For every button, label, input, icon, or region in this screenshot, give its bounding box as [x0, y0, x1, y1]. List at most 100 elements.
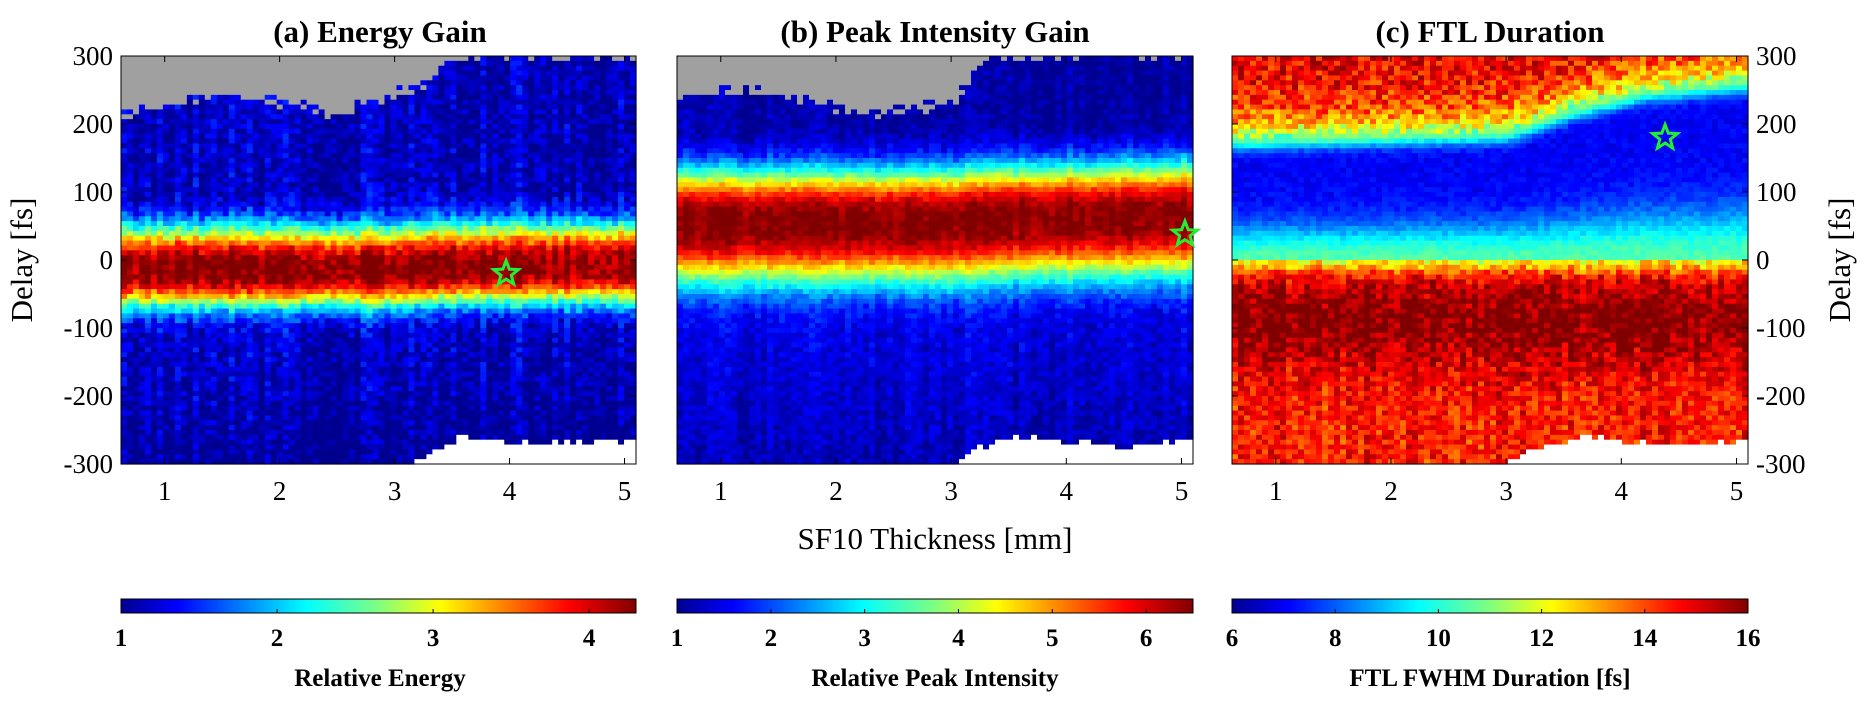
- heatmap-cell: [319, 454, 326, 459]
- heatmap-cell: [271, 231, 278, 236]
- heatmap-cell: [145, 406, 152, 411]
- heatmap-cell: [229, 391, 236, 396]
- heatmap-cell: [289, 250, 296, 255]
- heatmap-cell: [211, 231, 218, 236]
- heatmap-cell: [217, 430, 224, 435]
- heatmap-cell: [343, 90, 350, 95]
- heatmap-cell: [145, 391, 152, 396]
- heatmap-cell: [175, 328, 182, 333]
- heatmap-cell: [199, 391, 206, 396]
- heatmap-cell: [199, 318, 206, 323]
- heatmap-cell: [229, 279, 236, 284]
- heatmap-cell: [139, 85, 146, 90]
- heatmap-cell: [175, 435, 182, 440]
- heatmap-cell: [193, 309, 200, 314]
- heatmap-cell: [229, 139, 236, 144]
- heatmap-cell: [217, 226, 224, 231]
- heatmap-cell: [319, 406, 326, 411]
- heatmap-cell: [151, 270, 158, 275]
- heatmap-cell: [223, 265, 230, 270]
- heatmap-cell: [289, 207, 296, 212]
- heatmap-cell: [337, 309, 344, 314]
- heatmap-cell: [331, 386, 338, 391]
- heatmap-cell: [307, 129, 314, 134]
- heatmap-cell: [259, 381, 266, 386]
- heatmap-cell: [235, 299, 242, 304]
- heatmap-cell: [181, 202, 188, 207]
- heatmap-cell: [325, 100, 332, 105]
- heatmap-cell: [127, 265, 134, 270]
- heatmap-cell: [145, 100, 152, 105]
- heatmap-cell: [283, 148, 290, 153]
- heatmap-cell: [181, 294, 188, 299]
- heatmap-cell: [277, 289, 284, 294]
- heatmap-cell: [313, 134, 320, 139]
- heatmap-cell: [301, 119, 308, 124]
- heatmap-cell: [187, 338, 194, 343]
- heatmap-cell: [295, 245, 302, 250]
- heatmap-cell: [271, 333, 278, 338]
- heatmap-cell: [235, 347, 242, 352]
- heatmap-cell: [283, 153, 290, 158]
- heatmap-cell: [307, 367, 314, 372]
- heatmap-cell: [235, 66, 242, 71]
- heatmap-cell: [139, 158, 146, 163]
- heatmap-cell: [307, 241, 314, 246]
- heatmap-cell: [139, 202, 146, 207]
- heatmap-cell: [265, 182, 272, 187]
- heatmap-cell: [313, 440, 320, 445]
- heatmap-cell: [265, 265, 272, 270]
- heatmap-cell: [289, 153, 296, 158]
- heatmap-cell: [241, 61, 248, 66]
- heatmap-cell: [157, 124, 164, 129]
- heatmap-cell: [187, 95, 194, 100]
- heatmap-cell: [313, 197, 320, 202]
- heatmap-cell: [205, 187, 212, 192]
- heatmap-cell: [331, 158, 338, 163]
- heatmap-cell: [133, 430, 140, 435]
- heatmap-cell: [271, 304, 278, 309]
- heatmap-cell: [295, 279, 302, 284]
- heatmap-cell: [217, 85, 224, 90]
- heatmap-cell: [205, 80, 212, 85]
- heatmap-cell: [259, 236, 266, 241]
- heatmap-cell: [217, 328, 224, 333]
- heatmap-cell: [175, 231, 182, 236]
- heatmap-cell: [145, 372, 152, 377]
- heatmap-cell: [313, 85, 320, 90]
- heatmap-cell: [253, 386, 260, 391]
- heatmap-cell: [181, 396, 188, 401]
- heatmap-cell: [145, 61, 152, 66]
- heatmap-cell: [229, 207, 236, 212]
- heatmap-cell: [277, 80, 284, 85]
- heatmap-cell: [127, 241, 134, 246]
- heatmap-cell: [121, 386, 128, 391]
- heatmap-cell: [271, 313, 278, 318]
- heatmap-cell: [271, 338, 278, 343]
- heatmap-cell: [271, 114, 278, 119]
- heatmap-cell: [217, 182, 224, 187]
- heatmap-cell: [259, 56, 266, 61]
- heatmap-cell: [139, 226, 146, 231]
- heatmap-cell: [337, 415, 344, 420]
- heatmap-cell: [241, 362, 248, 367]
- heatmap-cell: [193, 411, 200, 416]
- heatmap-cell: [241, 207, 248, 212]
- heatmap-cell: [175, 173, 182, 178]
- heatmap-cell: [253, 425, 260, 430]
- heatmap-cell: [223, 236, 230, 241]
- heatmap-cell: [229, 197, 236, 202]
- heatmap-cell: [247, 362, 254, 367]
- heatmap-cell: [295, 445, 302, 450]
- heatmap-cell: [253, 202, 260, 207]
- heatmap-cell: [127, 56, 134, 61]
- heatmap-cell: [265, 449, 272, 454]
- heatmap-cell: [295, 377, 302, 382]
- heatmap-cell: [289, 343, 296, 348]
- heatmap-cell: [199, 260, 206, 265]
- heatmap-cell: [145, 241, 152, 246]
- heatmap-cell: [343, 245, 350, 250]
- heatmap-cell: [211, 109, 218, 114]
- heatmap-cell: [235, 139, 242, 144]
- heatmap-cell: [271, 197, 278, 202]
